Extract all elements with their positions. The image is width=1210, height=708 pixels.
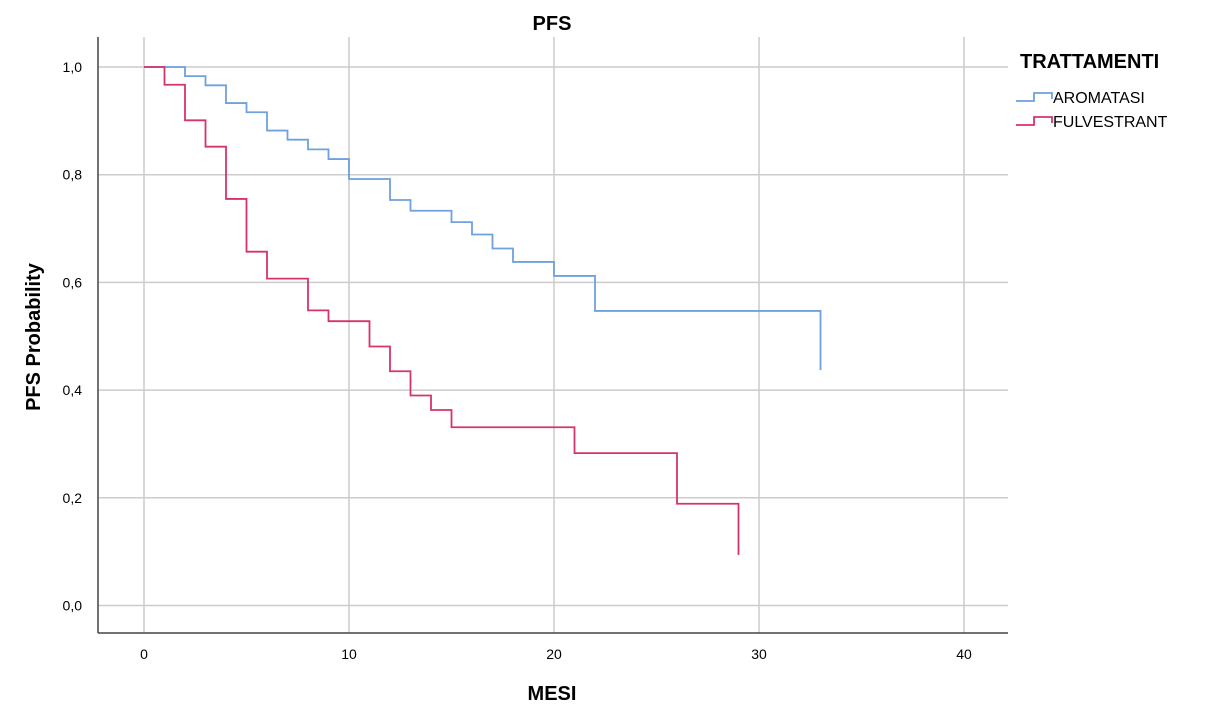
y-tick-label: 0,4 [63,382,83,398]
x-tick-labels: 0 10 20 30 40 [140,646,972,662]
legend-label-aromatasi: AROMATASI [1053,90,1145,107]
x-tick-label: 10 [341,646,357,662]
y-axis-title: PFS Probability [23,262,45,411]
series-lines [144,66,822,555]
grid-lines [98,37,1008,633]
y-tick-label: 0,0 [63,598,83,614]
x-tick-label: 0 [140,646,148,662]
series-line-aromatasi [144,66,822,371]
legend-label-fulvestrant: FULVESTRANT [1053,114,1168,131]
axes [97,37,1008,634]
y-tick-label: 0,6 [63,274,83,290]
legend-swatch-aromatasi [1016,92,1053,102]
x-tick-label: 20 [546,646,562,662]
legend: TRATTAMENTI AROMATASI FULVESTRANT [1016,51,1168,131]
chart-title: PFS [533,13,572,35]
y-tick-label: 1,0 [63,59,83,75]
x-axis-title: MESI [528,683,577,705]
legend-title: TRATTAMENTI [1020,51,1159,73]
x-tick-label: 40 [956,646,972,662]
y-tick-labels: 0,0 0,2 0,4 0,6 0,8 1,0 [63,59,83,614]
x-tick-label: 30 [751,646,767,662]
y-tick-label: 0,8 [63,167,83,183]
y-tick-label: 0,2 [63,490,83,506]
legend-swatch-fulvestrant [1016,116,1053,126]
series-line-fulvestrant [144,66,740,555]
